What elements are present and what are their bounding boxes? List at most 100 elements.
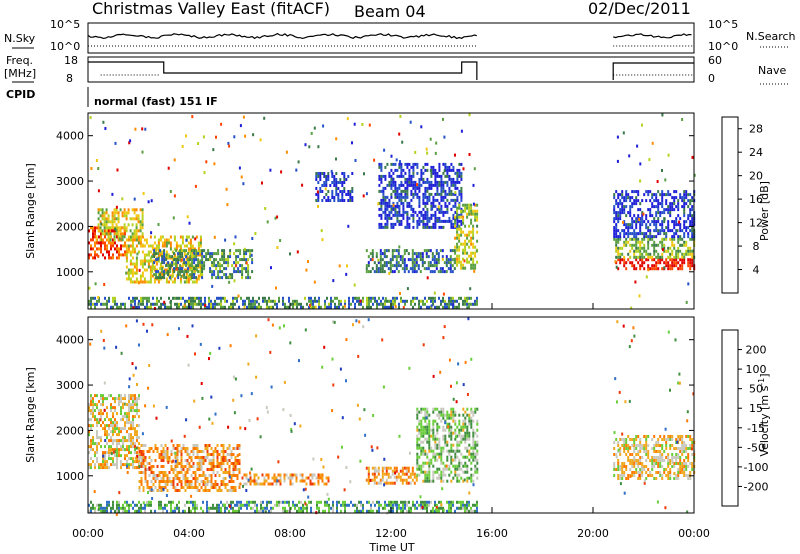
velocity-cell xyxy=(122,427,124,431)
velocity-cell xyxy=(96,442,98,446)
power-cell xyxy=(94,305,96,309)
power-cell xyxy=(377,261,380,265)
power-cell xyxy=(462,263,465,267)
power-cell xyxy=(222,296,224,300)
velocity-cell xyxy=(100,466,102,470)
velocity-cell xyxy=(476,407,479,411)
power-cell xyxy=(633,214,636,218)
power-cell xyxy=(209,258,212,262)
power-cell xyxy=(408,222,411,226)
power-cell xyxy=(178,296,180,300)
velocity-cell xyxy=(472,449,475,453)
power-cell xyxy=(404,162,407,166)
velocity-cell xyxy=(184,471,187,474)
power-cell xyxy=(197,264,200,268)
power-cell xyxy=(440,225,443,229)
velocity-cell xyxy=(208,468,211,471)
power-cell xyxy=(683,199,686,203)
power-scatter-cell xyxy=(245,261,248,265)
velocity-cell xyxy=(317,473,320,477)
velocity-cell xyxy=(128,466,130,470)
velocity-cell xyxy=(416,455,419,459)
power-cell xyxy=(114,302,116,306)
power-cell xyxy=(425,255,428,259)
power-scatter-cell xyxy=(436,219,439,222)
velocity-cell xyxy=(354,509,356,513)
power-cell xyxy=(103,217,106,221)
velocity-cell xyxy=(180,459,183,462)
power-cell xyxy=(206,305,208,309)
velocity-cell xyxy=(279,476,282,480)
freq-line-late xyxy=(612,62,694,80)
velocity-cell xyxy=(452,443,455,447)
power-scatter-cell xyxy=(111,192,114,196)
power-cell xyxy=(214,302,216,306)
power-cell xyxy=(107,235,110,239)
power-cell xyxy=(691,208,694,212)
power-cell xyxy=(110,247,112,251)
velocity-cell xyxy=(94,466,96,470)
velocity-cell xyxy=(206,509,208,513)
velocity-cell xyxy=(454,455,457,459)
power-cell xyxy=(687,261,690,265)
power-cell xyxy=(679,223,682,227)
power-cell xyxy=(153,277,156,281)
velocity-cell xyxy=(452,416,455,420)
power-cell xyxy=(456,254,459,258)
power-cell xyxy=(450,189,453,193)
power-cell xyxy=(442,198,445,202)
velocity-cell xyxy=(100,394,102,398)
velocity-cell xyxy=(188,480,191,483)
power-cell xyxy=(683,252,686,256)
velocity-cell xyxy=(472,473,475,477)
power-cell xyxy=(368,299,370,303)
power-cell xyxy=(389,258,392,262)
power-cell xyxy=(665,199,668,203)
power-cell xyxy=(673,258,676,262)
power-cell xyxy=(171,264,174,268)
power-cell xyxy=(621,229,624,233)
velocity-cell xyxy=(430,479,433,483)
power-cell xyxy=(211,276,214,280)
power-cell xyxy=(448,189,451,193)
velocity-cell xyxy=(112,463,114,467)
velocity-cell xyxy=(262,506,264,510)
power-cell xyxy=(647,237,650,241)
power-cell xyxy=(466,203,469,207)
power-cell xyxy=(633,243,636,247)
power-cell xyxy=(142,302,144,306)
velocity-cell xyxy=(150,500,152,504)
power-cell xyxy=(679,264,682,268)
velocity-cell xyxy=(454,431,457,435)
velocity-cell xyxy=(172,447,175,450)
power-scatter-cell xyxy=(224,238,227,242)
velocity-cell xyxy=(188,468,191,471)
power-cell xyxy=(436,198,439,202)
velocity-cell xyxy=(206,453,209,456)
velocity-cell xyxy=(98,409,100,413)
power-cell xyxy=(177,273,180,277)
velocity-cell xyxy=(228,447,231,450)
power-cell xyxy=(413,270,416,274)
power-cell xyxy=(395,258,398,262)
velocity-cell xyxy=(110,506,112,510)
power-cell xyxy=(115,223,118,227)
power-cell xyxy=(349,190,352,193)
velocity-cell xyxy=(128,451,130,455)
velocity-cell xyxy=(224,506,226,510)
power-cell xyxy=(108,253,110,257)
power-cell xyxy=(669,252,672,256)
power-cell xyxy=(88,299,90,303)
power-cell xyxy=(382,305,384,309)
power-cell xyxy=(181,274,184,278)
velocity-cell xyxy=(168,500,170,504)
velocity-cell xyxy=(460,476,463,480)
velocity-cell xyxy=(102,397,104,401)
velocity-cell xyxy=(166,483,169,486)
power-cell xyxy=(127,244,130,248)
power-cell xyxy=(157,247,160,251)
velocity-cell xyxy=(426,473,429,477)
power-cell xyxy=(110,244,112,248)
power-cell xyxy=(127,211,130,215)
power-cell xyxy=(284,305,286,309)
